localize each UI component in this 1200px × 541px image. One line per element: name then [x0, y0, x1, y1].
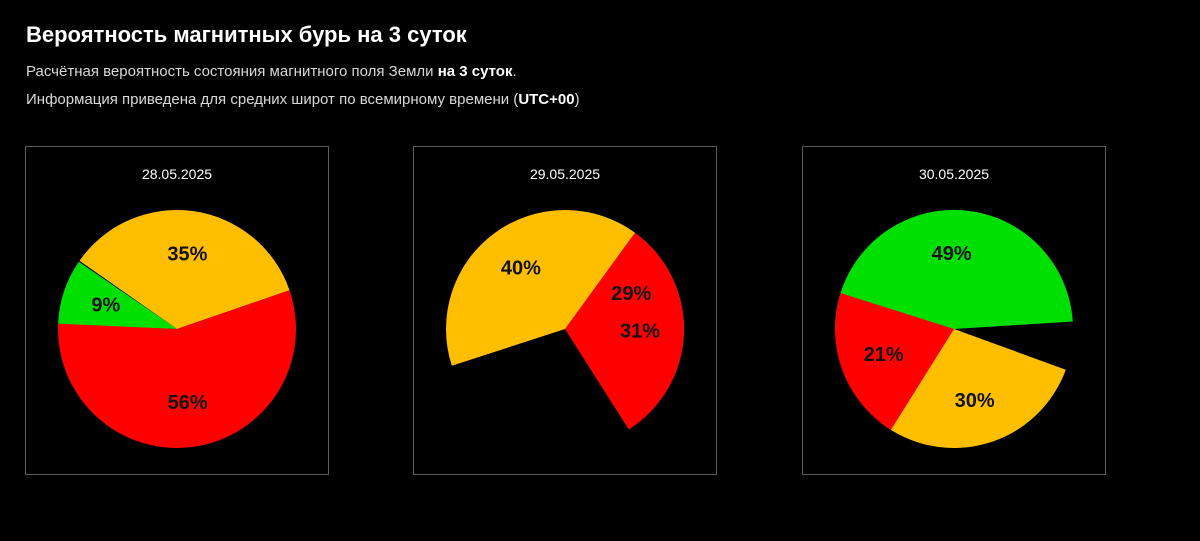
- pie-chart: 29% 40% 31%: [445, 209, 685, 430]
- pie-date: 29.05.2025: [529, 166, 601, 182]
- pie-slice-label: 30%: [955, 390, 995, 412]
- description-text: .: [512, 63, 517, 80]
- pie-slice-label: 21%: [864, 344, 904, 366]
- pie-panel-day-2: 29.05.2025 29% 40% 31%: [413, 146, 717, 475]
- pie-date: 30.05.2025: [918, 166, 990, 182]
- description-line-2: Информация приведена для средних широт п…: [26, 90, 1176, 110]
- pie-slice-label: 31%: [620, 320, 660, 342]
- description-text: ): [574, 91, 580, 108]
- pie-slice-label: 40%: [501, 257, 541, 279]
- pie-slice: [834, 293, 954, 430]
- pie-panel-day-3: 30.05.2025 49% 30% 21%: [802, 146, 1106, 475]
- pie-slice-label: 29%: [611, 283, 651, 305]
- pie-date: 28.05.2025: [141, 166, 213, 182]
- pie-slice-label: 49%: [932, 243, 972, 265]
- pie-chart: 49% 30% 21%: [834, 209, 1073, 448]
- pie-panel-day-1: 28.05.2025 9% 35% 56%: [25, 146, 329, 475]
- description-highlight: на 3 суток: [437, 63, 513, 80]
- pie-slice-label: 9%: [91, 295, 120, 317]
- pie-slice: [79, 209, 290, 329]
- pie-slice-label: 56%: [168, 392, 208, 414]
- page-title: Вероятность магнитных бурь на 3 суток: [26, 22, 467, 47]
- pie-slice: [58, 261, 177, 329]
- pie-slice-label: 35%: [167, 244, 207, 266]
- description-text: Расчётная вероятность состояния магнитно…: [26, 63, 438, 80]
- pie-slice: [880, 329, 1066, 448]
- description-text: Информация приведена для средних широт п…: [26, 91, 519, 108]
- pie-slice: [445, 209, 635, 366]
- pie-slice: [57, 290, 296, 448]
- header: Вероятность магнитных бурь на 3 суток Ра…: [26, 20, 1176, 110]
- pie-slice: [835, 209, 1073, 329]
- description-line-1: Расчётная вероятность состояния магнитно…: [26, 62, 1176, 82]
- pie-slice: [565, 232, 685, 430]
- timezone-highlight: UTC+00: [518, 91, 575, 108]
- pie-chart: 9% 35% 56%: [57, 209, 296, 448]
